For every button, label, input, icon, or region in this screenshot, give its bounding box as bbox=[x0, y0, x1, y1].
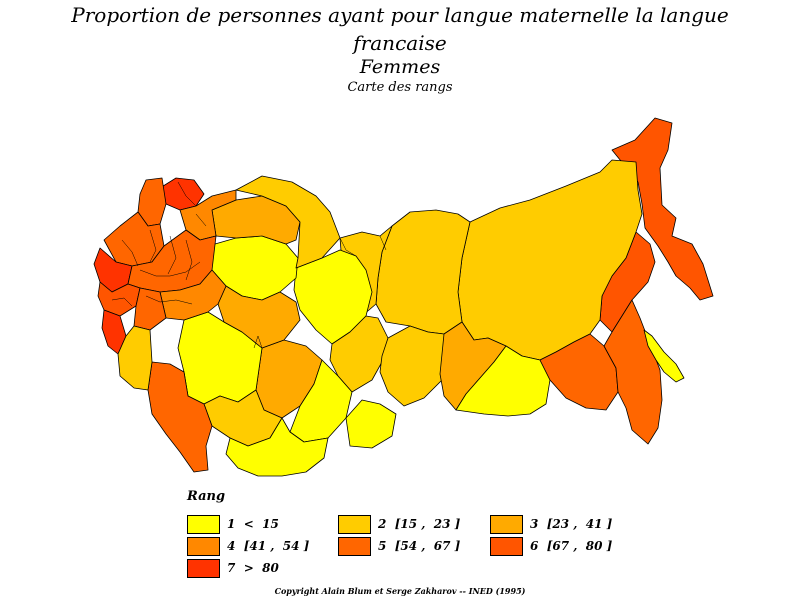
region-tuva bbox=[345, 399, 397, 449]
legend-item-rank-6: 6 [67 , 80 ] bbox=[490, 536, 613, 556]
legend-item-rank-3: 3 [23 , 41 ] bbox=[490, 514, 613, 534]
legend-swatch bbox=[490, 514, 523, 534]
legend-label: 4 [41 , 54 ] bbox=[227, 539, 310, 553]
legend-item-rank-7: 7 > 80 bbox=[187, 558, 279, 578]
legend-swatch bbox=[338, 536, 371, 556]
region-irkutsk bbox=[379, 325, 453, 407]
legend-item-rank-1: 1 < 15 bbox=[187, 514, 279, 534]
region-perm bbox=[211, 195, 301, 245]
legend-label: 2 [15 , 23 ] bbox=[378, 517, 461, 531]
copyright-notice: Copyright Alain Blum et Serge Zakharov -… bbox=[274, 586, 526, 596]
region-sakhalin bbox=[643, 329, 685, 383]
region-caucasus bbox=[117, 325, 153, 391]
legend-label: 6 [67 , 80 ] bbox=[530, 539, 613, 553]
region-arkhangelsk bbox=[179, 189, 237, 241]
legend-label: 7 > 80 bbox=[227, 561, 279, 575]
legend-item-rank-4: 4 [41 , 54 ] bbox=[187, 536, 310, 556]
map-title-gender: Femmes bbox=[359, 56, 441, 78]
map-subtitle: Carte des rangs bbox=[347, 80, 453, 95]
legend-item-rank-2: 2 [15 , 23 ] bbox=[338, 514, 461, 534]
region-kola bbox=[159, 177, 205, 211]
legend-swatch bbox=[490, 536, 523, 556]
region-turkmen bbox=[147, 361, 213, 473]
region-orenburg bbox=[217, 285, 301, 349]
region-kazakh-south bbox=[225, 417, 329, 477]
map-title-continued: francaise bbox=[353, 31, 447, 55]
region-komi bbox=[235, 175, 341, 269]
legend-label: 3 [23 , 41 ] bbox=[530, 517, 613, 531]
legend-label: 5 [54 , 67 ] bbox=[378, 539, 461, 553]
legend-label: 1 < 15 bbox=[227, 517, 279, 531]
legend-swatch bbox=[187, 536, 220, 556]
region-volga bbox=[159, 269, 227, 321]
legend-swatch bbox=[187, 558, 220, 578]
region-boundaries bbox=[111, 181, 387, 349]
choropleth-map bbox=[93, 117, 714, 477]
legend-swatch bbox=[338, 514, 371, 534]
map-title: Proportion de personnes ayant pour langu… bbox=[71, 3, 729, 27]
legend-swatch bbox=[187, 514, 220, 534]
legend-item-rank-5: 5 [54 , 67 ] bbox=[338, 536, 461, 556]
region-primorye bbox=[603, 299, 663, 445]
region-far-east-north bbox=[611, 117, 714, 301]
legend-title: Rang bbox=[187, 489, 226, 504]
